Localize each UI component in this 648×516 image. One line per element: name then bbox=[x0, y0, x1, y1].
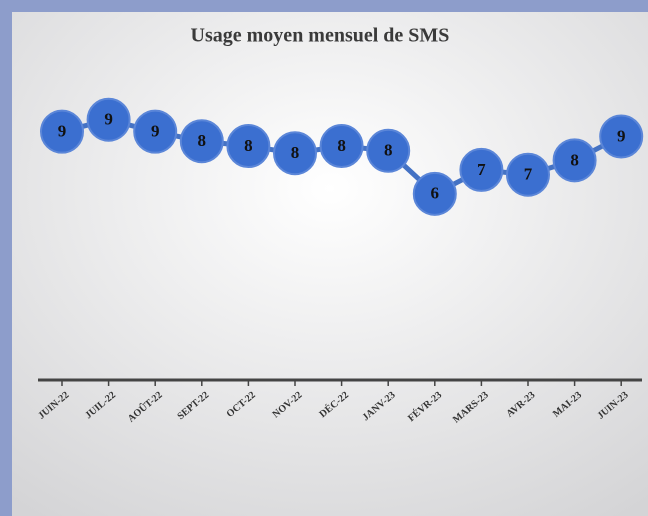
data-label: 8 bbox=[198, 131, 207, 150]
data-label: 9 bbox=[151, 122, 160, 141]
data-label: 7 bbox=[477, 160, 486, 179]
data-label: 9 bbox=[617, 126, 626, 145]
data-point bbox=[133, 109, 178, 154]
data-point bbox=[40, 109, 84, 154]
data-label: 6 bbox=[431, 184, 440, 203]
data-point bbox=[366, 128, 411, 173]
data-point bbox=[319, 124, 364, 169]
data-label: 8 bbox=[291, 143, 300, 162]
data-point bbox=[273, 131, 317, 176]
data-point bbox=[226, 124, 271, 169]
chart-title: Usage moyen mensuel de SMS bbox=[191, 25, 450, 47]
data-label: 7 bbox=[524, 165, 533, 184]
plot-panel bbox=[12, 12, 648, 516]
data-point bbox=[599, 114, 644, 159]
data-label: 8 bbox=[244, 136, 253, 155]
data-label: 8 bbox=[337, 136, 346, 155]
data-point bbox=[459, 147, 504, 192]
data-point bbox=[86, 97, 131, 142]
data-point bbox=[179, 119, 224, 164]
data-label: 9 bbox=[104, 110, 113, 129]
data-label: 8 bbox=[570, 150, 579, 169]
data-point bbox=[552, 138, 597, 183]
data-point bbox=[506, 152, 550, 197]
data-point bbox=[412, 171, 457, 216]
data-label: 8 bbox=[384, 141, 393, 160]
data-label: 9 bbox=[58, 122, 67, 141]
